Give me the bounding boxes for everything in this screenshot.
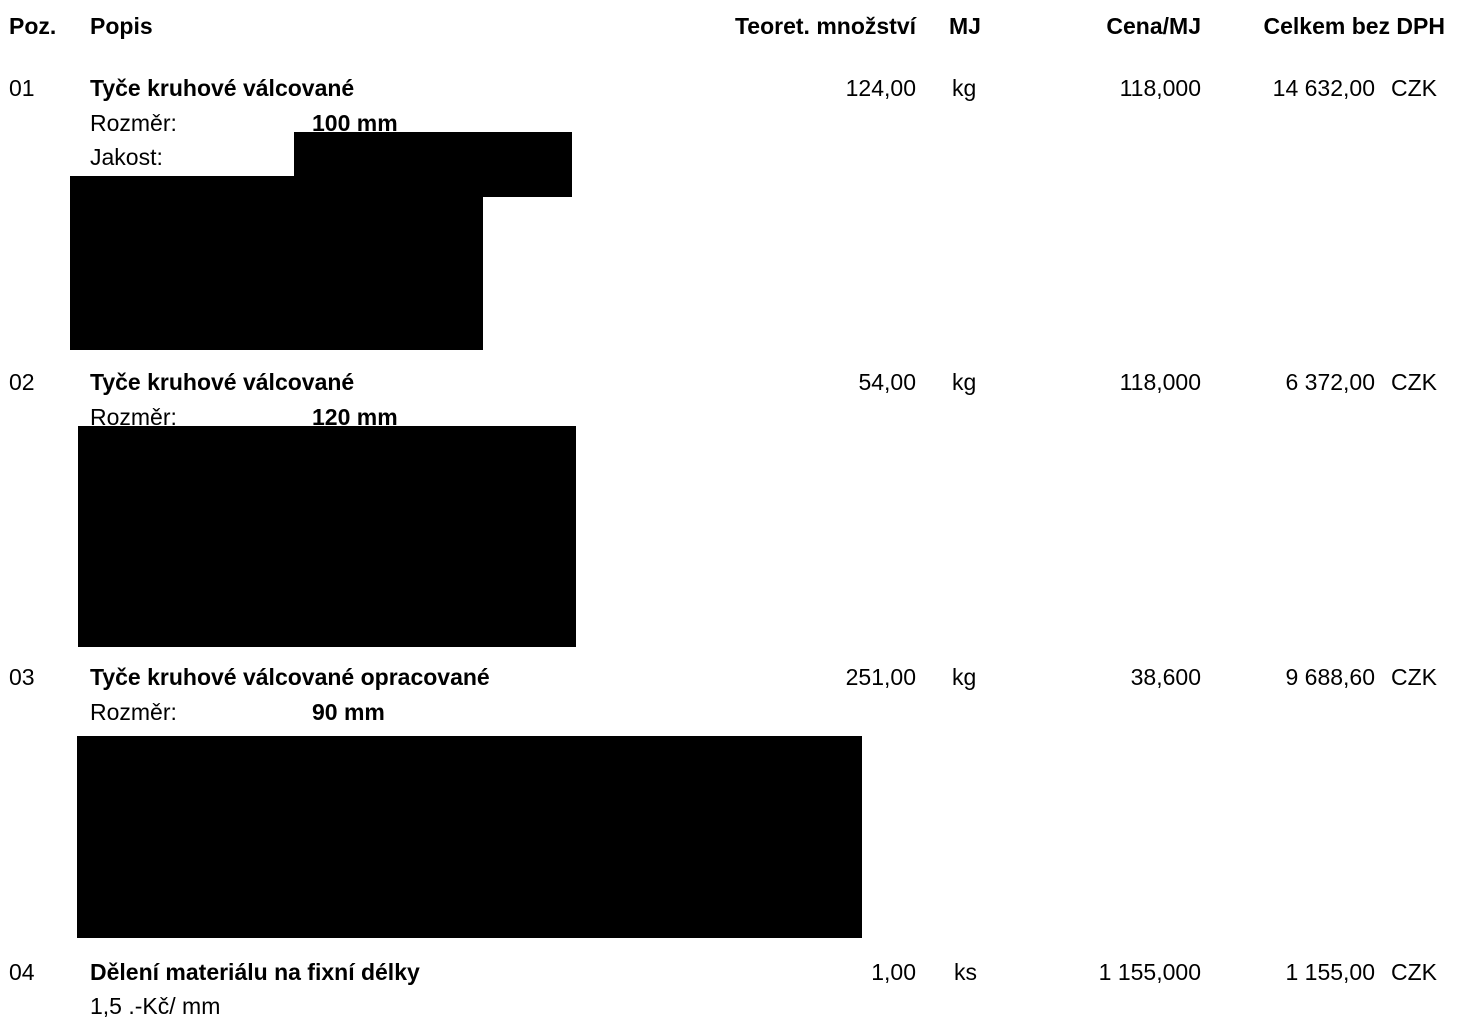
item-04-note: 1,5 .-Kč/ mm	[90, 993, 221, 1019]
item-04-price: 1 155,000	[1098, 959, 1201, 985]
header-poz: Poz.	[9, 13, 57, 39]
item-03-unit: kg	[952, 664, 977, 690]
item-02-price: 118,000	[1119, 369, 1201, 395]
item-04-unit: ks	[954, 959, 977, 985]
item-01-title: Tyče kruhové válcované	[90, 75, 355, 101]
item-01-unit: kg	[952, 75, 977, 101]
header-mnozstvi: Teoret. množství	[734, 13, 916, 39]
item-04-poz: 04	[9, 959, 35, 985]
header-popis: Popis	[90, 13, 153, 39]
item-02-currency: CZK	[1391, 369, 1437, 395]
item-01-total: 14 632,00	[1272, 75, 1375, 101]
header-celkem: Celkem bez DPH	[1263, 13, 1445, 39]
item-04-currency: CZK	[1391, 959, 1437, 985]
item-01-rozmer-value: 100 mm	[312, 110, 398, 136]
item-02-unit: kg	[952, 369, 977, 395]
item-01-qty: 124,00	[845, 75, 916, 101]
item-02-title: Tyče kruhové válcované	[90, 369, 355, 395]
header-mj: MJ	[949, 13, 981, 39]
item-03-total: 9 688,60	[1285, 664, 1375, 690]
item-01-rozmer-label: Rozměr:	[90, 110, 177, 136]
item-01-price: 118,000	[1119, 75, 1201, 101]
item-01-currency: CZK	[1391, 75, 1437, 101]
item-03-qty: 251,00	[845, 664, 916, 690]
item-04-total: 1 155,00	[1285, 959, 1375, 985]
item-03-poz: 03	[9, 664, 35, 690]
item-03-currency: CZK	[1391, 664, 1437, 690]
redaction-block	[77, 736, 862, 938]
item-03-rozmer-label: Rozměr:	[90, 699, 177, 725]
item-01-poz: 01	[9, 75, 35, 101]
item-02-rozmer-label: Rozměr:	[90, 404, 177, 430]
redaction-block	[70, 176, 483, 350]
header-cena: Cena/MJ	[1106, 13, 1201, 39]
item-02-total: 6 372,00	[1285, 369, 1375, 395]
item-01-jakost-label: Jakost:	[90, 144, 163, 170]
item-03-title: Tyče kruhové válcované opracované	[90, 664, 490, 690]
item-02-rozmer-value: 120 mm	[312, 404, 398, 430]
item-04-qty: 1,00	[871, 959, 916, 985]
item-03-price: 38,600	[1130, 664, 1201, 690]
item-04-title: Dělení materiálu na fixní délky	[90, 959, 420, 985]
item-02-poz: 02	[9, 369, 35, 395]
item-02-qty: 54,00	[858, 369, 916, 395]
redaction-block	[78, 426, 576, 647]
item-03-rozmer-value: 90 mm	[312, 699, 385, 725]
